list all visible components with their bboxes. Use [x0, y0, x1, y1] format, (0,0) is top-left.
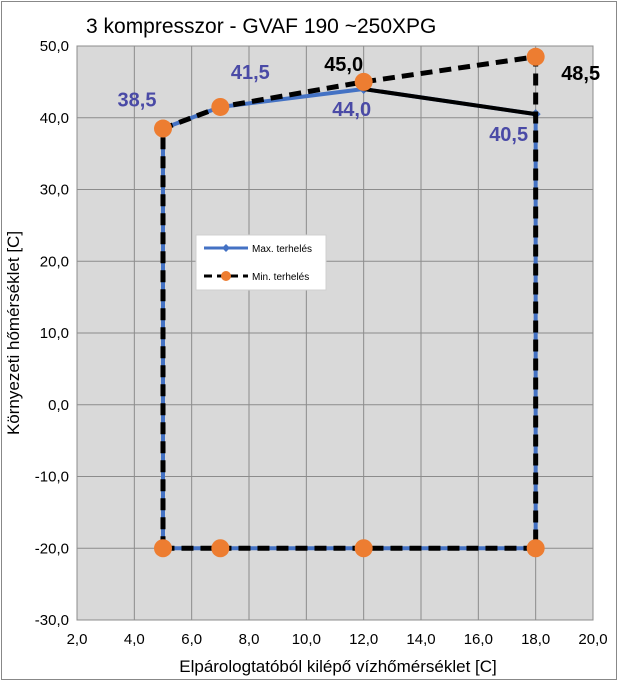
- y-tick-label: 10,0: [40, 325, 69, 342]
- x-tick-label: 6,0: [181, 631, 202, 648]
- x-tick-label: 10,0: [292, 631, 321, 648]
- data-point-min: [211, 539, 230, 558]
- x-tick-label: 16,0: [464, 631, 493, 648]
- y-axis-ticks: 50,0 40,0 30,0 20,0 10,0 0,0 -10,0 -20,0 -30,0: [35, 38, 69, 629]
- data-labels: 38,5 41,5 44,0 40,5 45,0 48,5: [118, 54, 601, 146]
- data-point-min: [211, 97, 230, 116]
- legend: Max. terhelés Min. terhelés: [195, 234, 327, 291]
- legend-marker-max: [222, 244, 230, 252]
- x-tick-label: 4,0: [124, 631, 145, 648]
- data-point-min: [354, 72, 373, 91]
- y-tick-label: 40,0: [40, 110, 69, 127]
- x-tick-label: 12,0: [349, 631, 378, 648]
- y-tick-label: 0,0: [48, 397, 69, 414]
- x-tick-label: 18,0: [521, 631, 550, 648]
- x-tick-label: 8,0: [239, 631, 260, 648]
- legend-marker-min: [221, 271, 231, 281]
- y-tick-label: -10,0: [35, 469, 69, 486]
- data-label: 41,5: [231, 62, 270, 84]
- legend-label-min: Min. terhelés: [252, 272, 309, 283]
- data-point-min: [354, 539, 373, 558]
- x-tick-label: 14,0: [406, 631, 435, 648]
- data-point-min: [154, 119, 172, 138]
- x-tick-label: 2,0: [67, 631, 88, 648]
- data-label: 44,0: [332, 99, 371, 121]
- series-layer: [154, 47, 545, 558]
- y-tick-label: -20,0: [35, 540, 69, 557]
- series-line-max-top: [363, 87, 536, 117]
- legend-box: [195, 234, 327, 291]
- legend-label-max: Max. terhelés: [252, 244, 312, 255]
- x-axis-title: Elpárologtatóból kilépő vízhőmérséklet […: [179, 657, 497, 676]
- data-label: 48,5: [561, 63, 600, 85]
- data-label: 38,5: [118, 90, 157, 112]
- data-label: 45,0: [324, 54, 363, 76]
- y-tick-label: -30,0: [35, 612, 69, 629]
- y-tick-label: 20,0: [40, 253, 69, 270]
- y-tick-label: 30,0: [40, 182, 69, 199]
- data-point-min: [526, 47, 545, 66]
- data-point-min: [154, 539, 172, 558]
- x-axis-ticks: 2,0 4,0 6,0 8,0 10,0 12,0 14,0 16,0 18,0 20,0: [67, 631, 608, 648]
- chart-title: 3 kompresszor - GVAF 190 ~250XPG: [86, 15, 436, 38]
- y-tick-label: 50,0: [40, 38, 69, 55]
- data-label: 40,5: [489, 124, 528, 146]
- x-tick-label: 20,0: [578, 631, 607, 648]
- y-axis-title: Környezeti hőmérséklet [C]: [4, 231, 23, 435]
- data-point-min: [526, 539, 545, 558]
